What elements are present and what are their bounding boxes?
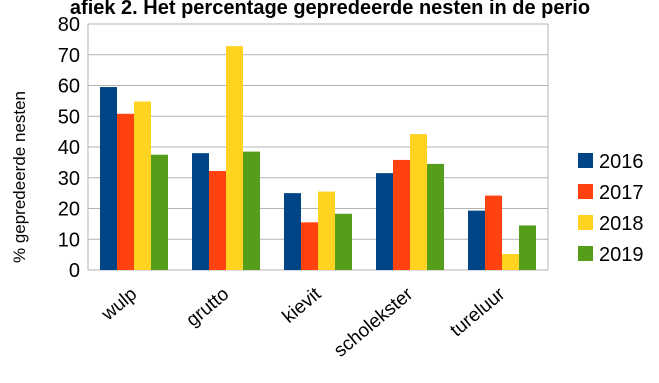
legend-swatch-2018 bbox=[578, 215, 593, 230]
y-axis-label: % gepredeerde nesten bbox=[10, 91, 29, 263]
bar-scholekster-2019 bbox=[427, 163, 444, 270]
bar-scholekster-2017 bbox=[393, 159, 410, 270]
bar-scholekster-2018 bbox=[410, 134, 427, 270]
y-tick-label: 50 bbox=[58, 106, 80, 128]
y-axis-ticks: 0 10 20 30 40 50 60 70 80 bbox=[58, 14, 80, 282]
y-tick-label: 70 bbox=[58, 45, 80, 67]
x-category-label: kievit bbox=[279, 283, 326, 327]
bar-wulp-2019 bbox=[151, 154, 168, 270]
bar-wulp-2016 bbox=[100, 87, 117, 270]
bar-kievit-2016 bbox=[284, 193, 301, 270]
y-tick-label: 30 bbox=[58, 168, 80, 190]
x-category-label: scholekster bbox=[330, 283, 418, 361]
legend-swatch-2019 bbox=[578, 246, 593, 261]
x-axis-categories: wulp grutto kievit scholekster tureluur bbox=[97, 283, 510, 361]
legend-swatch-2017 bbox=[578, 184, 593, 199]
legend-label: 2016 bbox=[599, 151, 644, 173]
y-tick-label: 80 bbox=[58, 14, 80, 36]
legend-label: 2018 bbox=[599, 213, 644, 235]
y-tick-label: 10 bbox=[58, 229, 80, 251]
y-tick-label: 20 bbox=[58, 199, 80, 221]
bar-kievit-2019 bbox=[335, 213, 352, 270]
legend: 2016 2017 2018 2019 bbox=[578, 151, 644, 266]
bar-wulp-2017 bbox=[117, 113, 134, 270]
bar-grutto-2016 bbox=[192, 153, 209, 270]
legend-label: 2019 bbox=[599, 244, 644, 266]
y-tick-label: 60 bbox=[58, 76, 80, 98]
bar-tureluur-2017 bbox=[485, 195, 502, 270]
bar-tureluur-2018 bbox=[502, 254, 519, 270]
x-category-label: wulp bbox=[97, 284, 141, 326]
y-tick-label: 40 bbox=[58, 137, 80, 159]
bar-scholekster-2016 bbox=[376, 173, 393, 270]
bar-grutto-2017 bbox=[209, 170, 226, 270]
bar-kievit-2018 bbox=[318, 191, 335, 270]
x-category-label: grutto bbox=[182, 284, 233, 331]
bar-wulp-2018 bbox=[134, 101, 151, 271]
bar-kievit-2017 bbox=[301, 222, 318, 270]
legend-label: 2017 bbox=[599, 182, 644, 204]
legend-swatch-2016 bbox=[578, 153, 593, 168]
x-category-label: tureluur bbox=[446, 283, 509, 341]
bar-tureluur-2016 bbox=[468, 210, 485, 270]
bar-tureluur-2019 bbox=[519, 225, 536, 270]
bar-grutto-2018 bbox=[226, 46, 243, 270]
chart-title: afiek 2. Het percentage gepredeerde nest… bbox=[70, 0, 590, 19]
y-tick-label: 0 bbox=[69, 260, 80, 282]
bar-grutto-2019 bbox=[243, 151, 260, 270]
bars bbox=[100, 46, 536, 271]
